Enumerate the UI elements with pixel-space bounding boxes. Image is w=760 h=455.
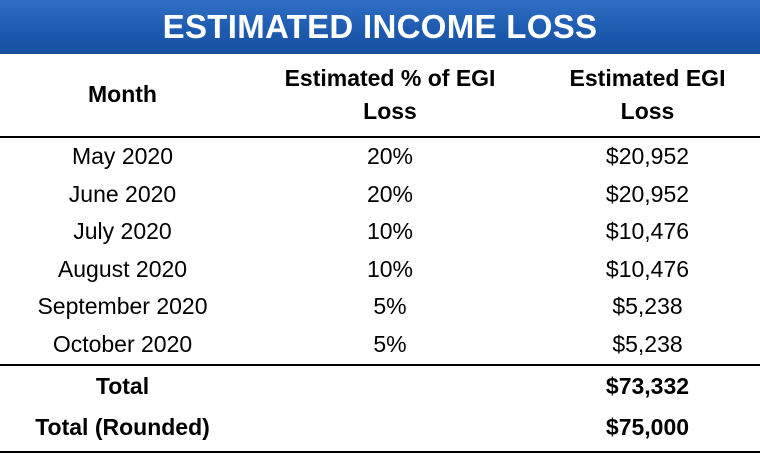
loss-cell: $20,952 xyxy=(605,143,690,170)
total-rounded-loss-cell: $75,000 xyxy=(605,414,690,440)
total-row: Total $73,332 xyxy=(0,366,760,407)
table-row: June 2020 20% $20,952 xyxy=(0,176,760,214)
loss-cell: $5,238 xyxy=(612,293,683,320)
column-header-loss-line1: Estimated EGI xyxy=(569,65,726,91)
month-cell: May 2020 xyxy=(71,143,173,170)
loss-cell: $5,238 xyxy=(612,330,683,357)
header-divider xyxy=(0,136,760,138)
month-cell: September 2020 xyxy=(37,293,208,320)
totals-section: Total $73,332 Total (Rounded) $75,000 xyxy=(0,366,760,448)
table-row: September 2020 5% $5,238 xyxy=(0,288,760,326)
pct-cell: 5% xyxy=(373,330,407,357)
total-rounded-row: Total (Rounded) $75,000 xyxy=(0,407,760,448)
title-banner: ESTIMATED INCOME LOSS xyxy=(0,0,760,54)
column-header-month: Month xyxy=(0,78,245,111)
loss-cell: $10,476 xyxy=(605,218,690,245)
pct-cell: 5% xyxy=(373,293,407,320)
pct-cell: 20% xyxy=(366,143,414,170)
pct-cell: 20% xyxy=(366,180,414,207)
month-cell: June 2020 xyxy=(68,180,177,207)
totals-divider xyxy=(0,364,760,366)
total-loss-cell: $73,332 xyxy=(605,373,690,399)
page-title: ESTIMATED INCOME LOSS xyxy=(162,8,598,45)
bottom-divider xyxy=(0,451,760,453)
total-rounded-label: Total (Rounded) xyxy=(35,414,210,440)
table-row: October 2020 5% $5,238 xyxy=(0,326,760,364)
table-body: May 2020 20% $20,952 June 2020 20% $20,9… xyxy=(0,138,760,363)
pct-cell: 10% xyxy=(366,218,414,245)
month-cell: August 2020 xyxy=(57,255,188,282)
loss-cell: $20,952 xyxy=(605,180,690,207)
column-header-pct-line2: Loss xyxy=(363,98,417,124)
column-header-loss-line2: Loss xyxy=(620,98,675,124)
month-cell: October 2020 xyxy=(52,330,193,357)
column-header-month-label: Month xyxy=(88,81,157,107)
month-cell: July 2020 xyxy=(73,218,172,245)
table-row: May 2020 20% $20,952 xyxy=(0,138,760,176)
loss-cell: $10,476 xyxy=(605,255,690,282)
total-label: Total xyxy=(95,373,150,399)
table-row: July 2020 10% $10,476 xyxy=(0,213,760,251)
pct-cell: 10% xyxy=(366,255,414,282)
column-header-pct: Estimated % of EGI Loss xyxy=(245,62,535,128)
column-header-pct-line1: Estimated % of EGI xyxy=(284,65,496,91)
table-row: August 2020 10% $10,476 xyxy=(0,251,760,289)
column-header-loss: Estimated EGI Loss xyxy=(535,62,760,128)
